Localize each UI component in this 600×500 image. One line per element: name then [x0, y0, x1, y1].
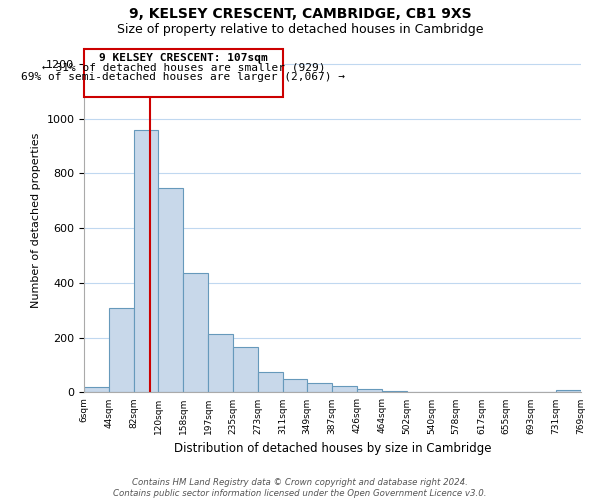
Bar: [134, 130, 158, 392]
Text: 9 KELSEY CRESCENT: 107sqm: 9 KELSEY CRESCENT: 107sqm: [99, 53, 268, 63]
Text: 9, KELSEY CRESCENT, CAMBRIDGE, CB1 9XS: 9, KELSEY CRESCENT, CAMBRIDGE, CB1 9XS: [128, 8, 472, 22]
Bar: [109, 308, 134, 392]
Y-axis label: Number of detached properties: Number of detached properties: [31, 132, 41, 308]
Bar: [382, 391, 407, 392]
Bar: [84, 387, 109, 392]
Bar: [307, 383, 332, 392]
Bar: [233, 348, 258, 393]
Bar: [183, 274, 208, 392]
Bar: [283, 380, 307, 392]
Text: Size of property relative to detached houses in Cambridge: Size of property relative to detached ho…: [117, 22, 483, 36]
Bar: [208, 334, 233, 392]
X-axis label: Distribution of detached houses by size in Cambridge: Distribution of detached houses by size …: [173, 442, 491, 455]
Text: Contains HM Land Registry data © Crown copyright and database right 2024.
Contai: Contains HM Land Registry data © Crown c…: [113, 478, 487, 498]
Bar: [84, 49, 283, 97]
Bar: [556, 390, 581, 392]
Bar: [258, 372, 283, 392]
Text: 69% of semi-detached houses are larger (2,067) →: 69% of semi-detached houses are larger (…: [21, 72, 345, 82]
Text: ← 31% of detached houses are smaller (929): ← 31% of detached houses are smaller (92…: [41, 62, 325, 72]
Bar: [332, 386, 358, 392]
Bar: [358, 389, 382, 392]
Bar: [158, 188, 183, 392]
